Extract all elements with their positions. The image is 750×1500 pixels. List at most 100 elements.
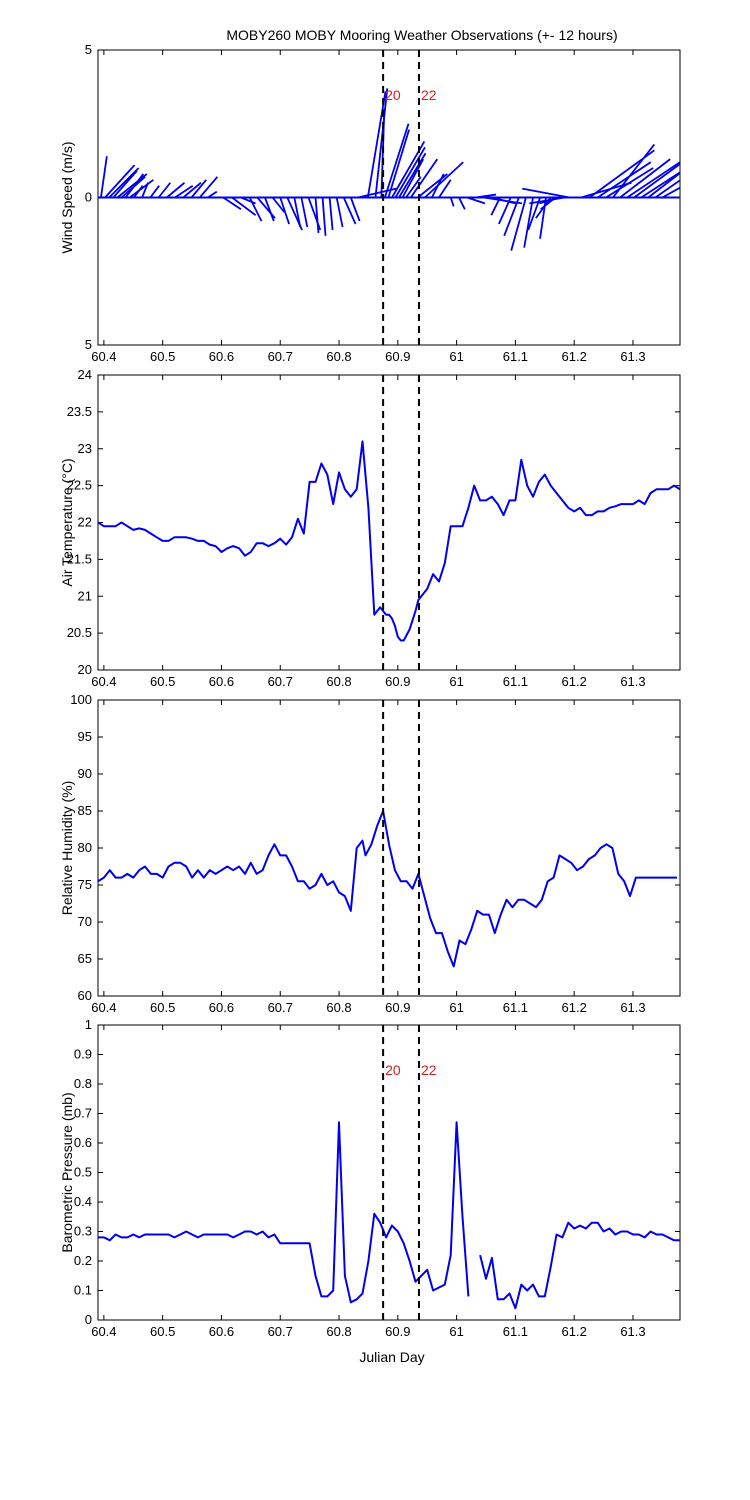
y-tick-label: 24 xyxy=(78,367,92,382)
panel-4: 60.4 60.5 60.6 60.7 60.8 60.9 61 61.1 61.2 61.3 0 0… xyxy=(59,1017,681,1339)
x-axis-label: Julian Day xyxy=(359,1349,424,1365)
x-tick-label: 61.3 xyxy=(620,674,645,689)
wind-vector xyxy=(149,185,160,199)
wind-vector xyxy=(157,182,172,199)
x-tick-label: 60.7 xyxy=(268,674,293,689)
marker-label: 22 xyxy=(421,1062,437,1078)
y-tick-label: 22 xyxy=(78,515,92,530)
wind-vector xyxy=(529,196,565,205)
y-tick-label: 95 xyxy=(78,729,92,744)
wind-vector xyxy=(374,88,389,198)
x-tick-label: 61.3 xyxy=(620,1324,645,1339)
x-tick-label: 60.5 xyxy=(150,349,175,364)
wind-vector xyxy=(264,197,275,222)
wind-vector xyxy=(387,129,410,198)
wind-vector xyxy=(366,91,387,198)
wind-vector xyxy=(424,161,464,199)
wind-vector xyxy=(405,176,422,199)
wind-vector xyxy=(342,197,357,225)
wind-vector xyxy=(449,197,455,207)
x-tick-label: 61.2 xyxy=(562,1000,587,1015)
wind-vector xyxy=(174,184,194,199)
marker-label: 20 xyxy=(385,87,401,103)
figure-title: MOBY260 MOBY Mooring Weather Observation… xyxy=(226,27,617,43)
x-tick-label: 60.7 xyxy=(268,1000,293,1015)
x-tick-label: 60.5 xyxy=(150,1324,175,1339)
y-tick-label: 5 xyxy=(85,42,92,57)
y-tick-label: 5 xyxy=(85,337,92,352)
y-axis-label: Relative Humidity (%) xyxy=(59,781,75,916)
x-tick-label: 60.5 xyxy=(150,1000,175,1015)
y-tick-label: 21.5 xyxy=(67,551,92,566)
x-tick-label: 60.6 xyxy=(209,1000,234,1015)
x-tick-label: 60.4 xyxy=(91,1000,116,1015)
x-tick-label: 60.6 xyxy=(209,349,234,364)
x-tick-label: 60.9 xyxy=(385,674,410,689)
y-tick-label: 0.2 xyxy=(74,1253,92,1268)
plot-frame xyxy=(97,1024,681,1321)
x-tick-label: 61 xyxy=(449,349,463,364)
x-tick-label: 61 xyxy=(449,1324,463,1339)
x-tick-label: 61.2 xyxy=(562,1324,587,1339)
x-tick-label: 60.9 xyxy=(385,1000,410,1015)
x-tick-label: 60.8 xyxy=(326,1000,351,1015)
wind-vector xyxy=(166,182,186,199)
y-tick-label: 0.1 xyxy=(74,1283,92,1298)
y-tick-label: 0.7 xyxy=(74,1106,92,1121)
y-tick-label: 0.4 xyxy=(74,1194,92,1209)
y-tick-label: 20.5 xyxy=(67,625,92,640)
wind-vector xyxy=(640,171,680,199)
wind-vector xyxy=(240,196,256,205)
x-tick-label: 61.1 xyxy=(503,1324,528,1339)
wind-vector xyxy=(222,196,242,211)
wind-vector xyxy=(384,123,410,198)
x-tick-label: 61.1 xyxy=(503,1000,528,1015)
y-tick-label: 23.5 xyxy=(67,404,92,419)
y-tick-label: 60 xyxy=(78,988,92,1003)
wind-vector xyxy=(401,158,424,198)
x-tick-label: 60.4 xyxy=(91,349,116,364)
wind-vector xyxy=(491,196,516,205)
panel-3: 60.4 60.5 60.6 60.7 60.8 60.9 61 61.1 61.2 61.3 60… xyxy=(59,692,681,1015)
wind-vector xyxy=(527,197,541,231)
wind-vector xyxy=(279,197,290,225)
wind-vector xyxy=(612,143,655,199)
wind-vector xyxy=(231,196,257,216)
series-line xyxy=(98,1121,470,1304)
plot-frame xyxy=(97,374,681,671)
wind-vector xyxy=(523,197,534,248)
y-tick-label: 1 xyxy=(85,1017,92,1032)
y-tick-label: 75 xyxy=(78,877,92,892)
wind-vector xyxy=(104,164,136,199)
x-tick-label: 60.6 xyxy=(209,1324,234,1339)
series-line xyxy=(98,810,678,968)
wind-vector xyxy=(466,196,486,205)
y-tick-label: 80 xyxy=(78,840,92,855)
x-tick-label: 61 xyxy=(449,1000,463,1015)
x-tick-label: 60.9 xyxy=(385,1324,410,1339)
y-axis-label: Wind Speed (m/s) xyxy=(59,141,75,253)
y-tick-label: 0.3 xyxy=(74,1224,92,1239)
wind-vector xyxy=(199,176,219,199)
wind-vector xyxy=(112,170,138,199)
x-tick-label: 61.2 xyxy=(562,674,587,689)
y-tick-label: 21 xyxy=(78,588,92,603)
x-tick-label: 60.6 xyxy=(209,674,234,689)
wind-vector xyxy=(394,146,426,198)
wind-vector xyxy=(321,197,327,236)
wind-vector xyxy=(182,182,202,199)
panel-1: 60.4 60.5 60.6 60.7 60.8 60.9 61 61.1 61.2 61.3 5 0… xyxy=(59,42,681,364)
wind-vector xyxy=(124,173,145,199)
series-group xyxy=(98,1121,680,1310)
wind-vector xyxy=(398,152,427,198)
wind-vector xyxy=(248,197,263,222)
wind-vector xyxy=(522,187,570,199)
x-tick-label: 61 xyxy=(449,674,463,689)
marker-label: 22 xyxy=(421,87,437,103)
x-tick-label: 60.8 xyxy=(326,349,351,364)
wind-vector xyxy=(190,179,207,199)
panel-2: 60.4 60.5 60.6 60.7 60.8 60.9 61 61.1 61.2 61.3 20… xyxy=(59,367,681,689)
wind-vector xyxy=(431,173,445,198)
y-tick-label: 100 xyxy=(70,692,92,707)
